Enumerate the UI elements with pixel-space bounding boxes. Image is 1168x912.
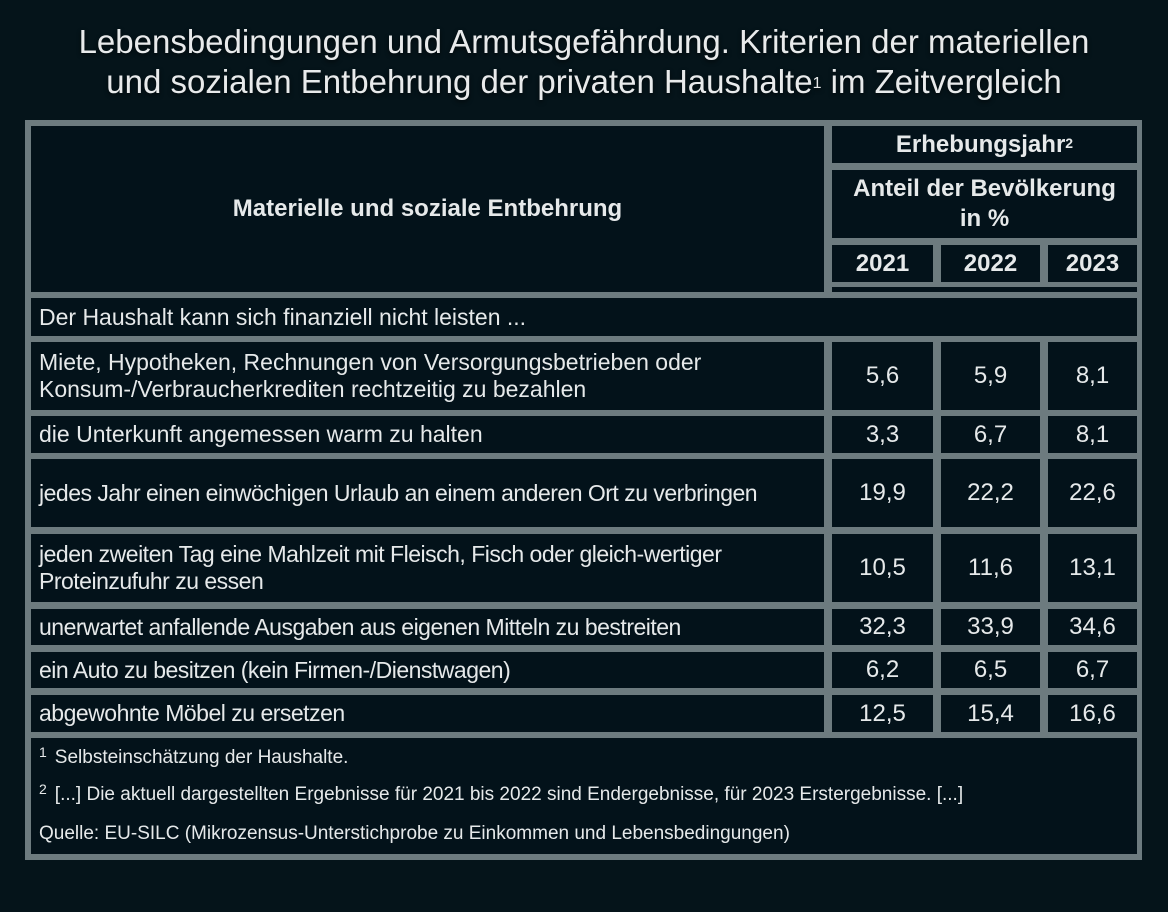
table-cell-value: 11,6	[941, 534, 1040, 602]
header-year-2022: 2022	[941, 245, 1040, 282]
footnotes: 1 Selbsteinschätzung der Haushalte. 2 [...…	[31, 738, 1137, 854]
table-cell-value: 12,5	[832, 695, 933, 732]
header-survey-year: Erhebungsjahr 2	[832, 126, 1137, 163]
table-cell-value: 19,9	[832, 459, 933, 527]
footnote-ref-2: 2	[1065, 134, 1074, 151]
source-note: Quelle: EU-SILC (Mikrozensus-Unterstichp…	[39, 823, 790, 844]
table-cell-value: 5,9	[941, 342, 1040, 410]
header-survey-year-text: Erhebungsjahr	[895, 130, 1066, 158]
header-year-2023: 2023	[1048, 245, 1137, 282]
table-cell-value: 5,6	[832, 342, 933, 410]
data-table: Materielle und soziale Entbehrung Erhebu…	[25, 120, 1142, 860]
table-cell-value: 15,4	[941, 695, 1040, 732]
title-line-2-text: und sozialen Entbehrung der privaten Hau…	[106, 63, 813, 100]
table-cell-value: 33,9	[941, 609, 1040, 645]
table-cell-value: 8,1	[1048, 342, 1137, 410]
footnote-1-text: Selbsteinschätzung der Haushalte.	[54, 747, 349, 768]
table-cell-value: 3,3	[832, 416, 933, 453]
header-spacer	[832, 287, 1137, 292]
table-cell-value: 6,2	[832, 652, 933, 688]
header-label-column: Materielle und soziale Entbehrung	[31, 126, 824, 292]
footnote-2-mark: 2	[39, 781, 47, 797]
table-cell-value: 13,1	[1048, 534, 1137, 602]
header-year-2021: 2021	[832, 245, 933, 282]
footnote-2-text: [...] Die aktuell dargestellten Ergebnis…	[54, 784, 964, 805]
footnote-1-mark: 1	[39, 744, 47, 760]
table-cell-value: 22,2	[941, 459, 1040, 527]
table-row-label: abgewohnte Möbel zu ersetzen	[31, 695, 824, 732]
title-line-2: und sozialen Entbehrung der privaten Hau…	[0, 62, 1168, 102]
table-row-label: Miete, Hypotheken, Rechnungen von Versor…	[31, 342, 824, 410]
table-cell-value: 8,1	[1048, 416, 1137, 453]
table-row-label: unerwartet anfallende Ausgaben aus eigen…	[31, 609, 824, 645]
intro-row: Der Haushalt kann sich finanziell nicht …	[31, 298, 1137, 336]
table-cell-value: 16,6	[1048, 695, 1137, 732]
footnote-1: 1 Selbsteinschätzung der Haushalte.	[39, 744, 349, 770]
table-row-label: die Unterkunft angemessen warm zu halten	[31, 416, 824, 453]
page-title: Lebensbedingungen und Armutsgefährdung. …	[0, 22, 1168, 102]
table-row-label: jedes Jahr einen einwöchigen Urlaub an e…	[31, 459, 824, 527]
table-cell-value: 22,6	[1048, 459, 1137, 527]
footnote-2: 2 [...] Die aktuell dargestellten Ergebni…	[39, 781, 964, 807]
table-cell-value: 6,7	[941, 416, 1040, 453]
table-cell-value: 10,5	[832, 534, 933, 602]
table-cell-value: 32,3	[832, 609, 933, 645]
footnote-ref-1: 1	[812, 75, 822, 92]
title-line-1: Lebensbedingungen und Armutsgefährdung. …	[78, 23, 1090, 60]
table-cell-value: 6,5	[941, 652, 1040, 688]
table-row-label: jeden zweiten Tag eine Mahlzeit mit Flei…	[31, 534, 824, 602]
title-line-2-end: im Zeitvergleich	[821, 63, 1062, 100]
table-row-label: ein Auto zu besitzen (kein Firmen-/Diens…	[31, 652, 824, 688]
table-cell-value: 6,7	[1048, 652, 1137, 688]
header-share: Anteil der Bevölkerung in %	[832, 170, 1137, 238]
table-cell-value: 34,6	[1048, 609, 1137, 645]
